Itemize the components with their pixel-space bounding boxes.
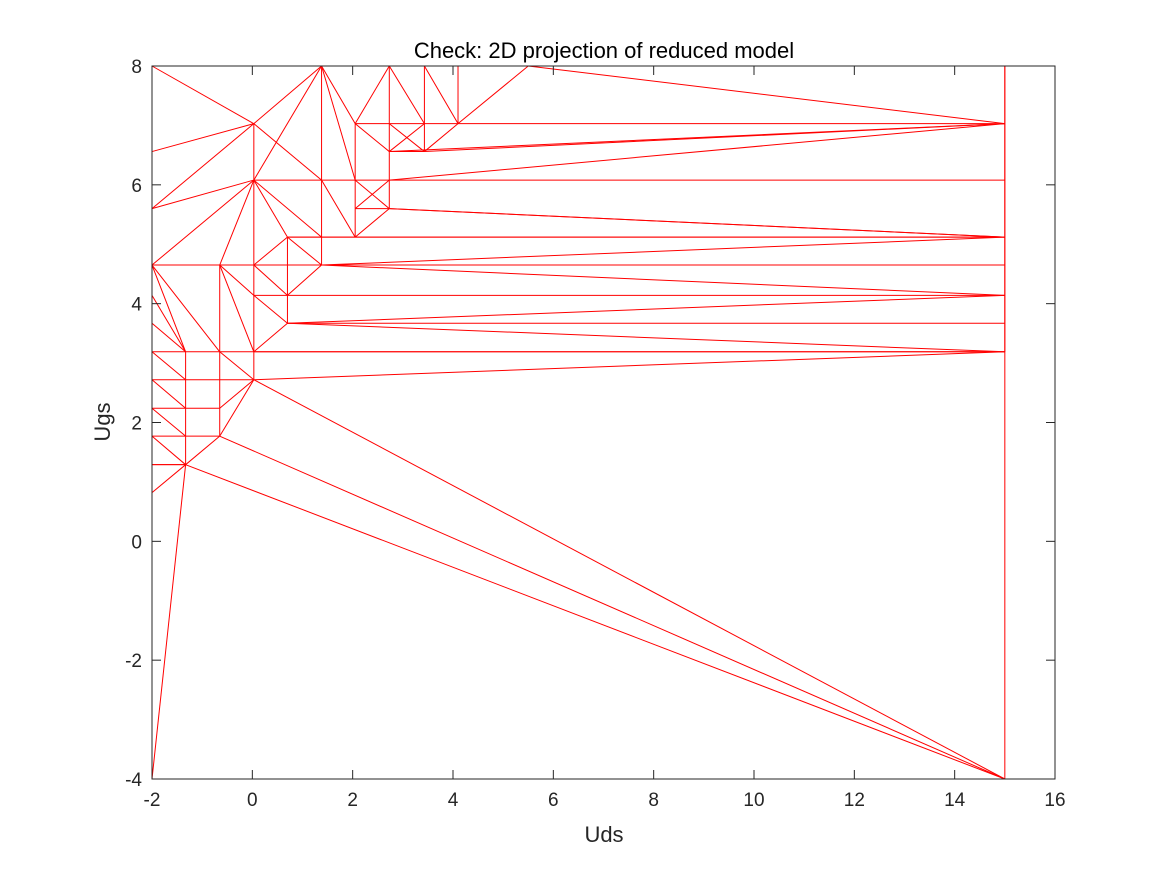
mesh-edge (354, 123, 390, 152)
plot-area-border (151, 65, 1056, 780)
mesh-edge (151, 123, 255, 209)
mesh-edge (253, 65, 322, 125)
mesh-edge (151, 435, 186, 466)
mesh-edge (253, 65, 322, 181)
y-tick-label: 4 (131, 295, 142, 316)
mesh-edge (287, 236, 322, 266)
y-tick-label: -4 (125, 770, 142, 791)
mesh-edge (151, 264, 187, 352)
mesh-edge (219, 351, 255, 381)
mesh-edge (253, 123, 322, 181)
mesh-edge (321, 179, 356, 238)
mesh-edge (321, 65, 356, 181)
mesh-edge (253, 264, 288, 296)
mesh-edge (423, 65, 459, 124)
mesh-edge (253, 294, 288, 324)
mesh-edge (219, 379, 255, 409)
y-tick-label: 2 (131, 414, 142, 435)
mesh-edge (389, 123, 1005, 181)
mesh-edge (219, 179, 255, 266)
mesh-edge (321, 264, 1005, 296)
mesh-edge (151, 407, 186, 437)
mesh-edge (253, 236, 288, 266)
x-tick-label: 16 (1044, 790, 1065, 811)
mesh-edge (287, 294, 1005, 324)
x-axis-label: Uds (584, 822, 623, 847)
mesh-edge (151, 179, 254, 210)
mesh-edge (253, 379, 1006, 780)
mesh-edge (151, 464, 187, 780)
mesh-edge (151, 65, 255, 125)
mesh-edge (219, 435, 1006, 780)
mesh-edge (253, 179, 322, 238)
mesh-edge (151, 123, 254, 153)
x-tick-label: 6 (548, 790, 559, 811)
mesh-edge (151, 351, 186, 381)
x-tick-label: 12 (844, 790, 865, 811)
mesh-edge (151, 322, 186, 353)
mesh-edge (151, 464, 186, 493)
chart-title: Check: 2D projection of reduced model (414, 38, 794, 63)
x-tick-label: 14 (944, 790, 966, 811)
y-tick-label: -2 (125, 651, 142, 672)
mesh-edge (457, 65, 529, 125)
mesh-edge (151, 179, 255, 266)
mesh-edge (253, 351, 1005, 381)
mesh-edge (219, 379, 255, 437)
x-tick-label: 8 (648, 790, 659, 811)
mesh-edge (424, 123, 459, 152)
mesh-edge (354, 179, 390, 209)
x-tick-label: 0 (247, 790, 258, 811)
mesh-edge (287, 322, 1005, 353)
mesh-edge (185, 464, 1006, 780)
mesh-edge (219, 264, 255, 296)
x-tick-label: 4 (448, 790, 459, 811)
mesh-edge (389, 208, 1005, 238)
mesh-edge (185, 435, 221, 466)
x-tick-label: 2 (347, 790, 358, 811)
mesh-edge (321, 236, 1005, 266)
y-tick-label: 0 (131, 532, 142, 553)
mesh-edge (528, 65, 1005, 125)
y-axis-label: Ugs (90, 402, 115, 441)
mesh-edge (253, 322, 288, 353)
mesh-edge (388, 65, 425, 124)
mesh-edge (151, 264, 221, 353)
mesh-edge (253, 179, 288, 238)
mesh-edge (424, 123, 1005, 153)
x-tick-label: -2 (144, 790, 161, 811)
mesh-edge (151, 379, 186, 409)
x-tick-label: 10 (743, 790, 764, 811)
mesh-edge (321, 65, 356, 124)
mesh-edge (287, 264, 322, 296)
y-tick-label: 8 (131, 57, 142, 78)
mesh-edge (354, 65, 390, 124)
mesh-edge (388, 123, 425, 152)
mesh-edge (354, 208, 390, 238)
mesh-edge (151, 295, 187, 353)
mesh-edge (219, 264, 255, 352)
mesh-layer (151, 65, 1006, 780)
y-tick-label: 6 (131, 176, 142, 197)
